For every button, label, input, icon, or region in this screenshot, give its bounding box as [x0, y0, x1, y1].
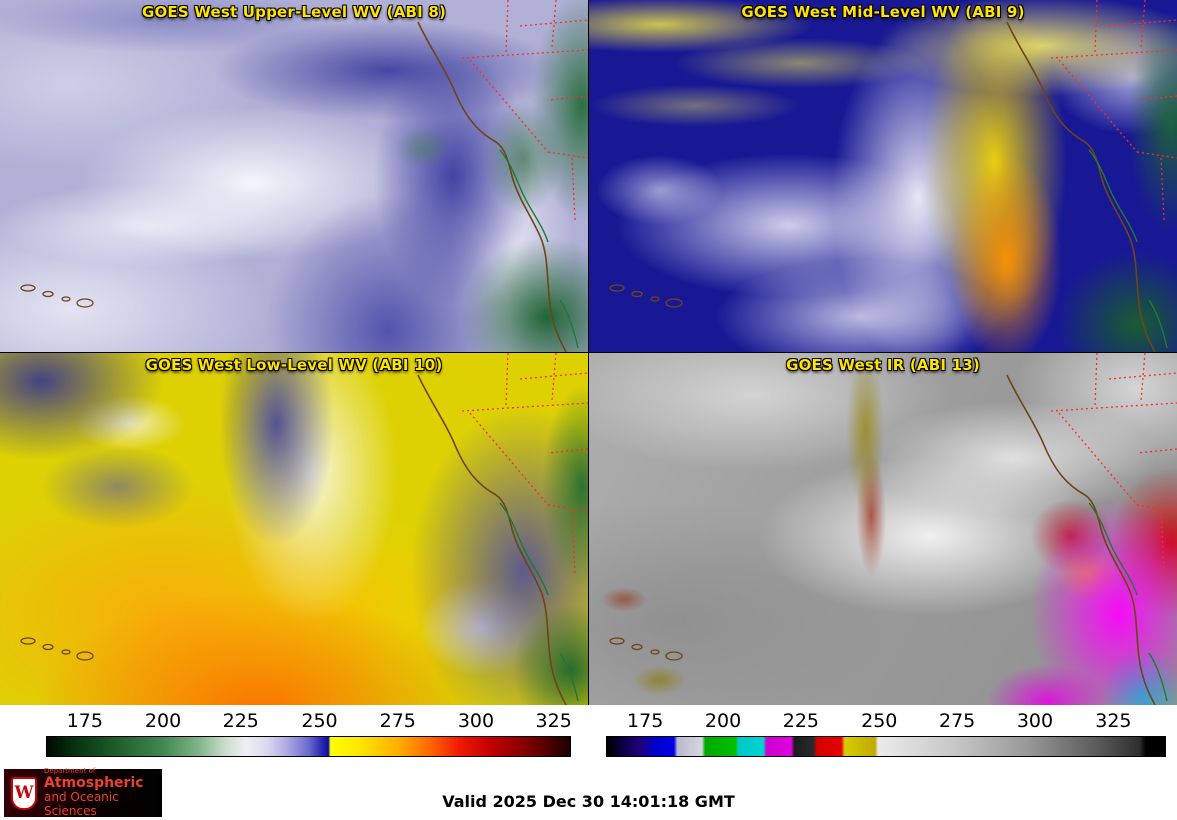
- colorbar-zone: 175 200 225 250 275 300 325 175 200 225 …: [0, 705, 1177, 766]
- valid-time: Valid 2025 Dec 30 14:01:18 GMT: [442, 792, 735, 811]
- satellite-image-abi9: [589, 0, 1177, 352]
- map-overlay: [609, 0, 1177, 352]
- logo-name-line1: Atmospheric: [44, 774, 144, 791]
- colorbar-tick-label: 275: [379, 710, 416, 732]
- colorbar-tick-label: 175: [627, 710, 664, 732]
- panel-title: GOES West Low-Level WV (ABI 10): [145, 356, 443, 374]
- wv-colorbar: 175 200 225 250 275 300 325: [46, 710, 572, 762]
- panel-low-level-wv: GOES West Low-Level WV (ABI 10): [0, 353, 588, 705]
- colorbar-tick-label: 225: [222, 710, 259, 732]
- colorbar-tick-label: 275: [938, 710, 976, 732]
- satellite-image-abi10: [0, 353, 588, 705]
- ir-colorbar: 175 200 225 250 275 300 325: [606, 710, 1166, 762]
- map-overlay: [20, 0, 588, 352]
- colorbar-tick-label: 250: [301, 710, 338, 732]
- panel-title: GOES West Upper-Level WV (ABI 8): [141, 3, 447, 21]
- footer: W Department of Atmospheric and Oceanic …: [0, 766, 1177, 820]
- colorbar-tick-label: 200: [144, 710, 182, 732]
- colorbar-tick-label: 200: [704, 710, 742, 732]
- colorbar-tick-label: 300: [457, 710, 495, 732]
- colorbar-tick-label: 250: [861, 710, 898, 732]
- panel-grid: GOES West Upper-Level WV (ABI 8) GOES We…: [0, 0, 1177, 705]
- ir-colorbar-ticks: 175 200 225 250 275 300 325: [606, 710, 1166, 735]
- panel-upper-level-wv: GOES West Upper-Level WV (ABI 8): [0, 0, 588, 352]
- map-overlay: [20, 353, 588, 705]
- satellite-image-abi8: [0, 0, 588, 352]
- aos-logo: W Department of Atmospheric and Oceanic …: [4, 767, 162, 818]
- panel-title: GOES West IR (ABI 13): [786, 356, 980, 374]
- colorbar-tick-label: 325: [1095, 710, 1132, 732]
- satellite-image-abi13: [589, 353, 1177, 705]
- colorbar-tick-label: 225: [782, 710, 820, 732]
- wv-colorbar-gradient: [46, 736, 571, 757]
- map-overlay: [609, 353, 1177, 705]
- colorbar-tick-label: 325: [535, 710, 572, 732]
- panel-ir: GOES West IR (ABI 13): [589, 353, 1177, 705]
- logo-dept-line: Department of: [44, 767, 96, 776]
- ir-colorbar-gradient: [606, 736, 1166, 757]
- wv-colorbar-ticks: 175 200 225 250 275 300 325: [46, 710, 572, 735]
- logo-name-line2: and Oceanic Sciences: [44, 790, 119, 818]
- panel-title: GOES West Mid-Level WV (ABI 9): [741, 3, 1025, 21]
- panel-mid-level-wv: GOES West Mid-Level WV (ABI 9): [589, 0, 1177, 352]
- uw-crest-icon: W: [11, 776, 37, 810]
- aos-logo-text: Department of Atmospheric and Oceanic Sc…: [44, 767, 155, 818]
- colorbar-tick-label: 300: [1016, 710, 1054, 732]
- colorbar-tick-label: 175: [66, 710, 103, 732]
